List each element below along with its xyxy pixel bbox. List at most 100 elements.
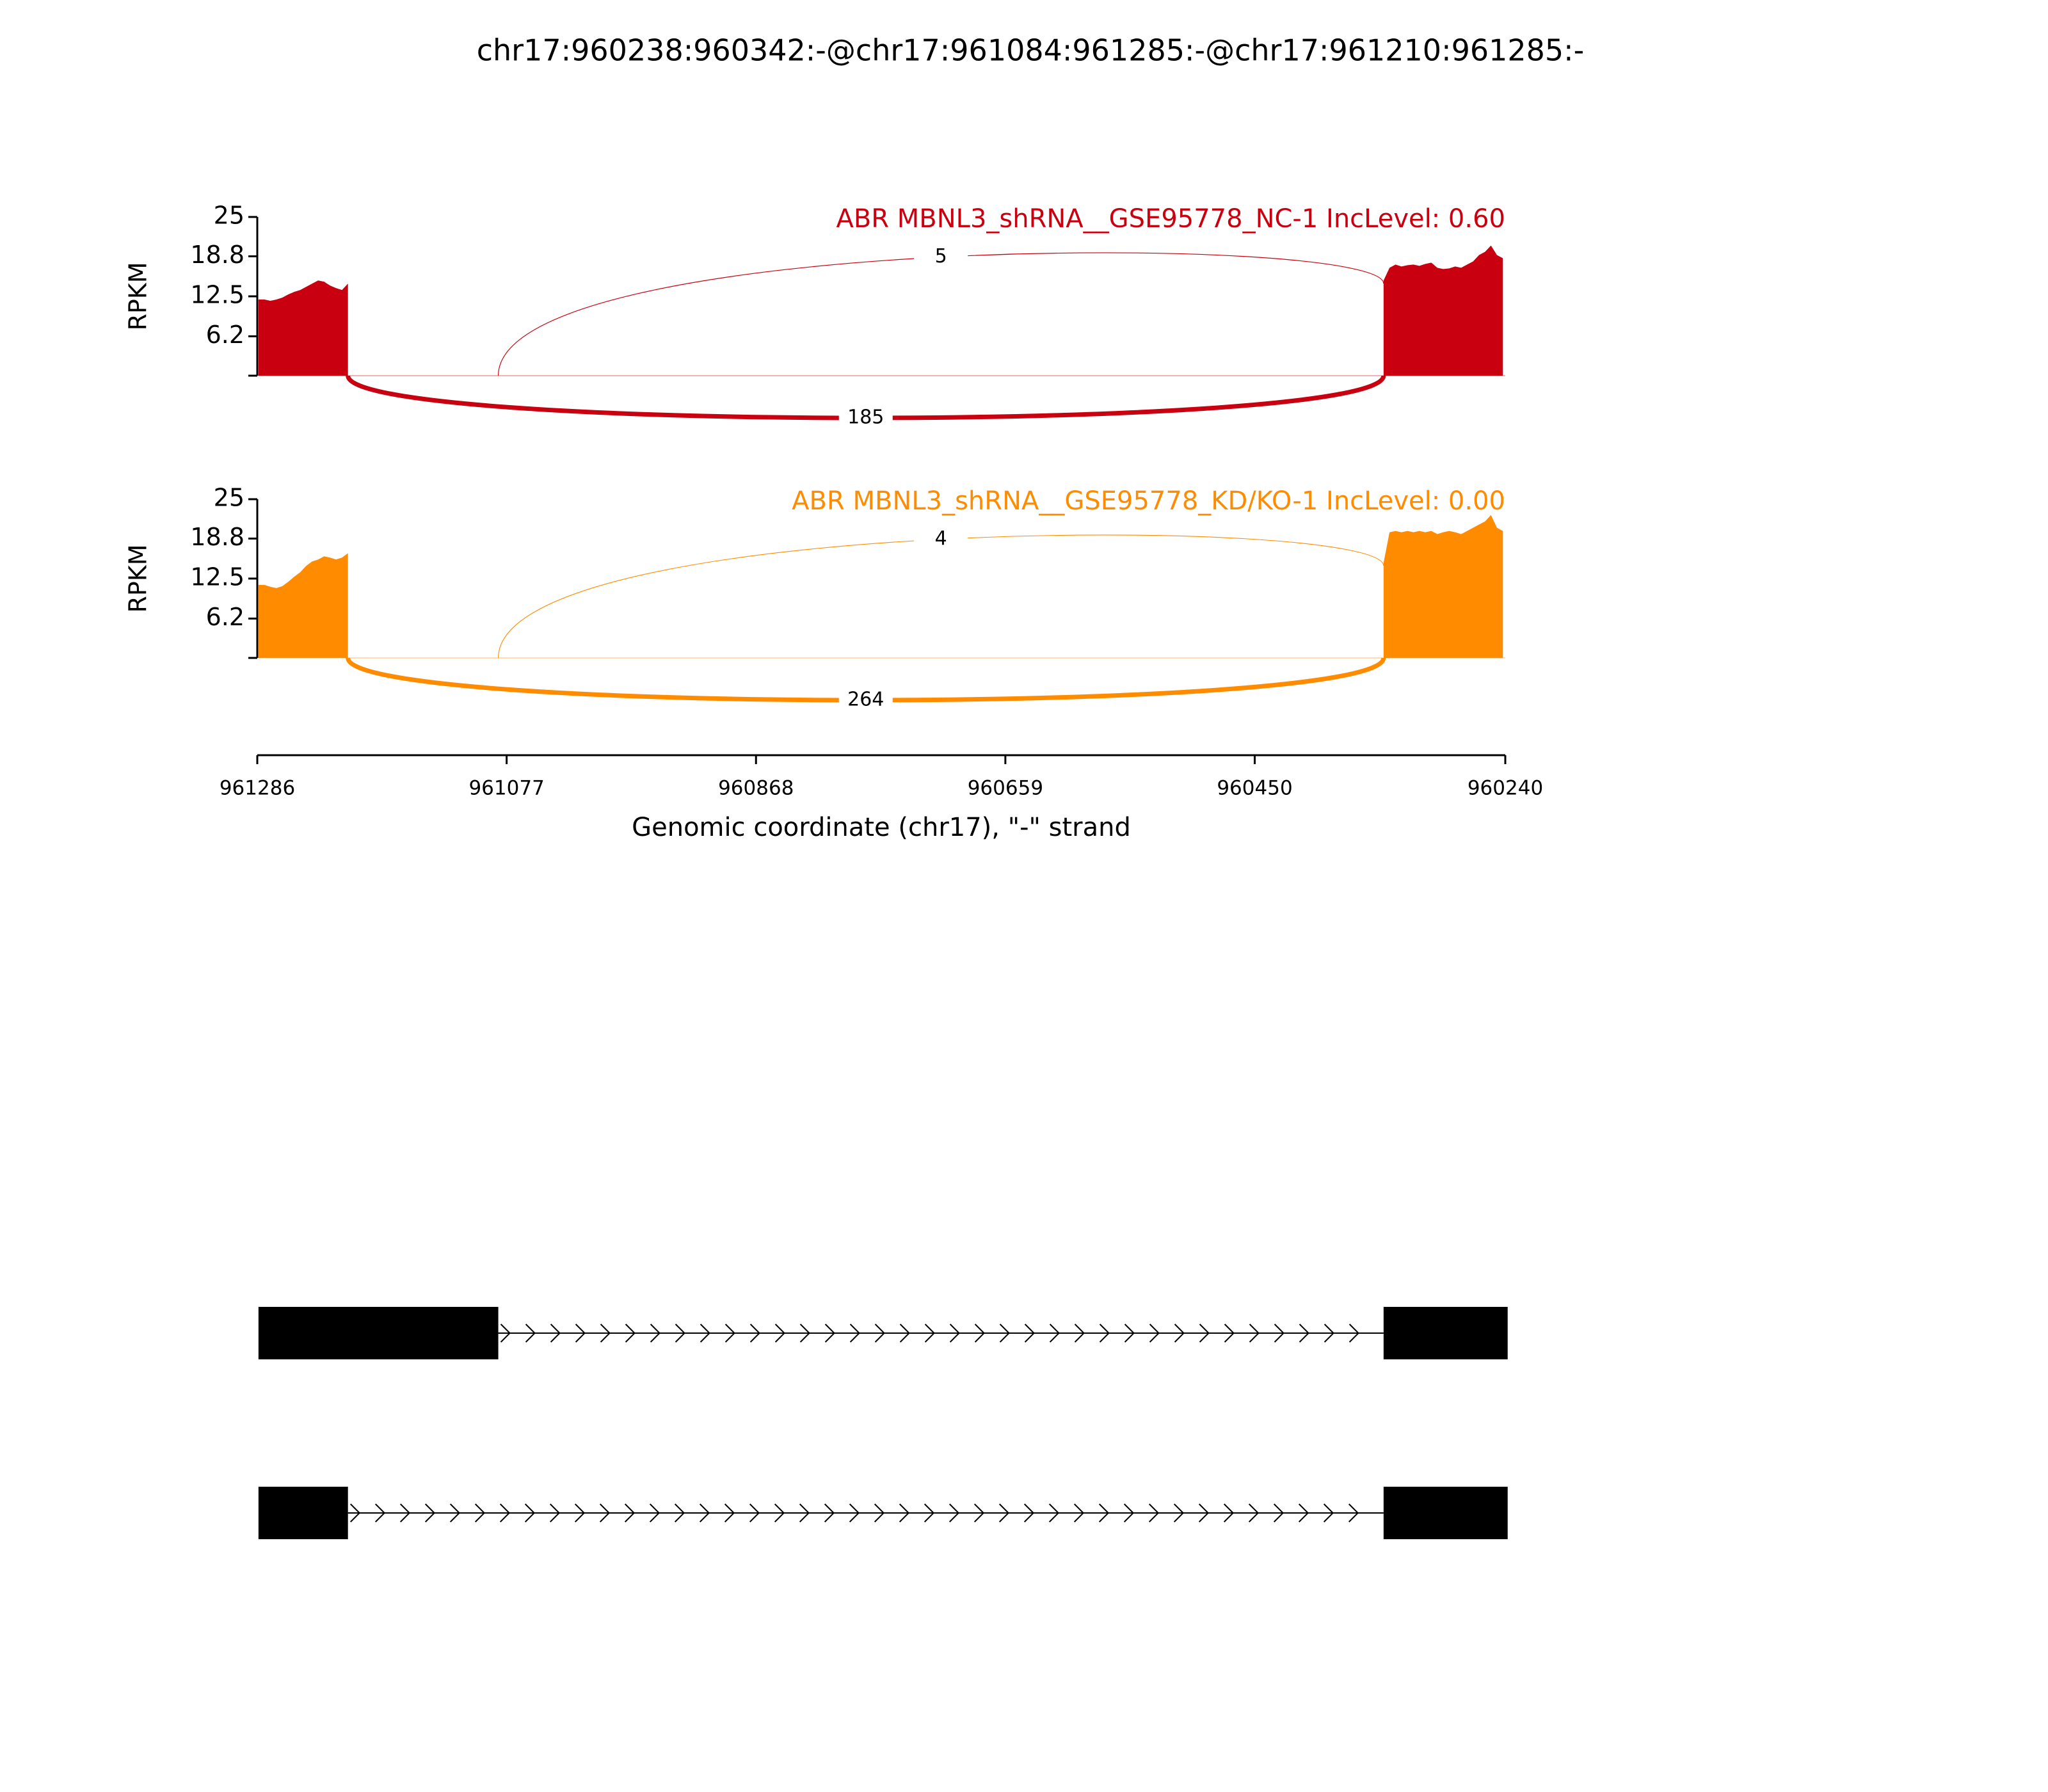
intron-chevron: [1074, 1324, 1085, 1343]
intron-chevron: [675, 1324, 685, 1343]
intron-chevron: [500, 1324, 511, 1343]
intron-chevron: [824, 1503, 835, 1523]
junction-label-bg: [838, 687, 893, 713]
intron-chevron: [1348, 1503, 1359, 1523]
intron-chevron: [649, 1503, 660, 1523]
junction-arc: [497, 252, 1384, 376]
intron-chevron: [1273, 1503, 1284, 1523]
intron-chevron: [749, 1503, 760, 1523]
intron-chevron: [625, 1324, 636, 1343]
y-tick-label: 18.8: [190, 523, 244, 551]
junction-label: 264: [847, 689, 884, 711]
x-tick-label: 960450: [1217, 777, 1292, 800]
intron-chevron: [525, 1324, 536, 1343]
exon: [1383, 1307, 1508, 1359]
sample-label: ABR MBNL3_shRNA__GSE95778_NC-1 IncLevel:…: [836, 204, 1505, 234]
intron-chevron: [599, 1503, 611, 1523]
intron-chevron: [1199, 1324, 1210, 1343]
intron-chevron: [1048, 1503, 1060, 1523]
intron-chevron: [349, 1503, 361, 1523]
intron-chevron: [1024, 1324, 1035, 1343]
intron-chevron: [1348, 1324, 1359, 1343]
intron-chevron: [700, 1324, 710, 1343]
junction-label-bg: [914, 244, 968, 270]
y-axis-label: RPKM: [124, 262, 152, 330]
intron-chevron: [924, 1324, 935, 1343]
x-axis-label: Genomic coordinate (chr17), "-" strand: [632, 813, 1131, 842]
intron-chevron: [974, 1324, 985, 1343]
intron-chevron: [424, 1503, 436, 1523]
intron-chevron: [749, 1324, 760, 1343]
coverage-area: [1383, 245, 1503, 376]
intron-chevron: [924, 1503, 935, 1523]
intron-chevron: [499, 1503, 511, 1523]
x-tick-label: 961077: [468, 777, 544, 800]
intron-chevron: [624, 1503, 636, 1523]
intron-chevron: [1248, 1503, 1260, 1523]
intron-chevron: [1249, 1324, 1260, 1343]
intron-chevron: [650, 1324, 660, 1343]
intron-chevron: [724, 1324, 735, 1343]
intron-chevron: [1174, 1324, 1185, 1343]
intron-chevron: [374, 1503, 386, 1523]
y-tick-label: 6.2: [206, 321, 244, 349]
intron-chevron: [899, 1324, 910, 1343]
junction-label: 185: [847, 406, 884, 429]
intron-chevron: [949, 1324, 960, 1343]
y-tick-label: 25: [214, 202, 244, 230]
intron-chevron: [449, 1503, 461, 1523]
intron-chevron: [849, 1324, 860, 1343]
coverage-area: [258, 280, 348, 376]
junction-arc: [498, 534, 1384, 659]
intron-chevron: [1099, 1324, 1110, 1343]
x-tick-label: 960868: [718, 777, 794, 800]
intron-chevron: [799, 1503, 810, 1523]
x-tick-label: 961286: [220, 777, 295, 800]
y-tick-label: 12.5: [190, 563, 244, 591]
junction-label-bg: [914, 526, 968, 552]
intron-chevron: [699, 1503, 710, 1523]
intron-chevron: [1224, 1324, 1235, 1343]
intron-chevron: [1299, 1324, 1309, 1343]
intron-chevron: [474, 1503, 486, 1523]
intron-chevron: [1123, 1503, 1135, 1523]
intron-chevron: [524, 1503, 536, 1523]
sample-label: ABR MBNL3_shRNA__GSE95778_KD/KO-1 IncLev…: [792, 486, 1505, 516]
intron-chevron: [574, 1503, 586, 1523]
intron-chevron: [550, 1324, 561, 1343]
exon: [258, 1487, 348, 1539]
intron-chevron: [948, 1503, 960, 1523]
y-tick-label: 25: [214, 484, 244, 512]
exon: [1383, 1487, 1508, 1539]
y-tick-label: 18.8: [190, 241, 244, 269]
intron-chevron: [575, 1324, 586, 1343]
exon: [258, 1307, 499, 1359]
intron-chevron: [1049, 1324, 1060, 1343]
intron-chevron: [899, 1503, 910, 1523]
junction-label: 4: [935, 527, 947, 550]
intron-chevron: [849, 1503, 860, 1523]
intron-chevron: [999, 1324, 1010, 1343]
intron-chevron: [724, 1503, 735, 1523]
intron-chevron: [973, 1503, 985, 1523]
junction-label: 5: [935, 245, 947, 268]
intron-chevron: [998, 1503, 1010, 1523]
intron-chevron: [1023, 1503, 1035, 1523]
coverage-area: [258, 553, 348, 658]
intron-chevron: [1324, 1324, 1334, 1343]
intron-chevron: [399, 1503, 411, 1523]
y-tick-label: 6.2: [206, 603, 244, 631]
junction-label-bg: [838, 405, 893, 431]
intron-chevron: [1223, 1503, 1235, 1523]
intron-chevron: [600, 1324, 611, 1343]
intron-chevron: [1124, 1324, 1135, 1343]
intron-chevron: [1298, 1503, 1309, 1523]
x-tick-label: 960240: [1468, 777, 1543, 800]
intron-chevron: [549, 1503, 561, 1523]
chart-title: chr17:960238:960342:-@chr17:961084:96128…: [477, 33, 1585, 68]
intron-chevron: [874, 1503, 885, 1523]
intron-chevron: [1274, 1324, 1284, 1343]
intron-chevron: [824, 1324, 835, 1343]
intron-chevron: [1149, 1324, 1160, 1343]
